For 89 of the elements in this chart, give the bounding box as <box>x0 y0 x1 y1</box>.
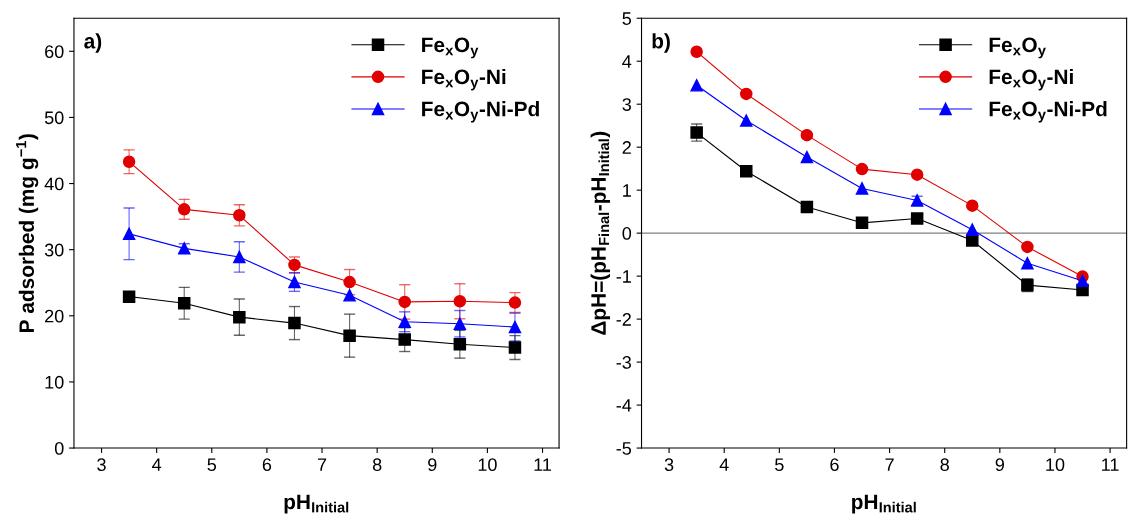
legend-label: Fe$_{x}$O$_{y}$-Ni <box>422 68 506 91</box>
point <box>508 320 522 334</box>
point <box>1021 256 1034 270</box>
point <box>398 315 411 329</box>
point <box>800 200 814 214</box>
point <box>398 295 411 309</box>
point <box>177 203 191 216</box>
x-tick-label: 7 <box>317 458 327 471</box>
x-tick-label: 3 <box>97 458 106 472</box>
point <box>740 165 753 178</box>
point <box>855 182 869 195</box>
x-tick-label: 8 <box>940 458 949 472</box>
point <box>1021 240 1034 254</box>
annotation: a) <box>84 33 102 53</box>
x-tick-label: 11 <box>1102 458 1119 471</box>
x-tick-label: 3 <box>664 458 674 472</box>
point <box>398 333 411 346</box>
x-tick-label: 10 <box>478 458 497 472</box>
y-tick-label: 20 <box>45 309 64 323</box>
point <box>740 87 753 101</box>
legend-label: Fe$_{x}$O$_{y}$-Ni <box>989 68 1073 91</box>
x-axis-title: pH$_{Initial}$ <box>284 494 349 514</box>
point <box>690 45 703 59</box>
y-tick-label: 0 <box>54 441 64 455</box>
y-tick-label: 40 <box>44 177 64 191</box>
x-tick-label: 6 <box>830 458 839 472</box>
y-tick-label: -2 <box>616 313 631 326</box>
x-tick-label: 5 <box>775 458 784 472</box>
point <box>343 289 356 302</box>
point <box>966 199 979 212</box>
legend-label: Fe$_{x}$O$_{y}$-Ni-Pd <box>422 101 539 123</box>
y-tick-label: 1 <box>623 184 631 197</box>
point <box>288 316 301 330</box>
y-tick-label: 5 <box>622 12 632 25</box>
annotation: b) <box>652 33 670 53</box>
point <box>453 337 467 351</box>
x-tick-label: 4 <box>152 458 162 471</box>
point <box>508 341 522 354</box>
y-tick-label: 4 <box>622 55 632 68</box>
point <box>177 296 191 310</box>
point <box>508 296 522 309</box>
x-tick-label: 11 <box>534 458 552 471</box>
point <box>122 290 136 303</box>
point <box>800 128 814 142</box>
point <box>855 162 869 176</box>
x-tick-label: 4 <box>719 458 729 471</box>
point <box>122 227 136 241</box>
point <box>343 329 356 342</box>
y-tick-label: 10 <box>45 375 64 389</box>
legend-label: Fe$_{x}$O$_{y}$-Ni-Pd <box>989 101 1107 123</box>
point <box>966 234 979 247</box>
x-tick-label: 9 <box>428 458 437 472</box>
point <box>233 209 246 222</box>
point <box>855 216 869 230</box>
y-tick-label: -1 <box>616 270 631 283</box>
x-tick-label: 8 <box>372 458 382 472</box>
point <box>1076 274 1089 288</box>
x-axis-title: pH$_{Initial}$ <box>852 494 916 514</box>
point <box>910 212 924 225</box>
y-axis-title: P adsorbed (mg g$^{−1}$) <box>16 134 39 332</box>
y-tick-label: 30 <box>44 243 64 257</box>
point <box>288 275 301 289</box>
y-tick-label: 2 <box>622 141 631 154</box>
point <box>233 250 246 264</box>
point <box>966 223 979 236</box>
x-tick-label: 10 <box>1046 458 1065 472</box>
point <box>453 295 467 308</box>
y-tick-label: 50 <box>44 111 64 125</box>
point <box>453 317 467 330</box>
point <box>233 310 246 324</box>
y-axis-title: ΔpH=(pH$_{Final}$-pH$_{Initial}$) <box>590 131 611 335</box>
x-tick-label: 6 <box>262 458 272 472</box>
point <box>690 79 703 92</box>
point <box>800 150 814 164</box>
point <box>122 155 136 168</box>
legend-label: Fe$_{x}$O$_{y}$ <box>422 37 479 59</box>
y-tick-label: -5 <box>616 442 632 455</box>
point <box>740 114 753 127</box>
point <box>910 168 924 181</box>
x-tick-label: 7 <box>885 458 894 471</box>
y-tick-label: 0 <box>622 227 632 240</box>
y-tick-label: -3 <box>616 356 632 369</box>
y-tick-label: -4 <box>616 399 632 412</box>
x-tick-label: 5 <box>207 458 217 472</box>
legend-label: Fe$_{x}$O$_{y}$ <box>989 37 1046 59</box>
point <box>343 275 356 289</box>
x-tick-label: 9 <box>995 458 1004 472</box>
y-tick-label: 60 <box>45 45 64 59</box>
y-tick-label: 3 <box>622 98 632 111</box>
